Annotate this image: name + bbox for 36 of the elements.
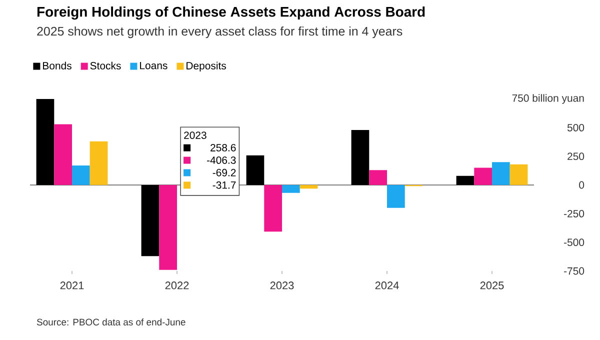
bar (510, 164, 528, 185)
y-tick-label: 750 billion yuan (512, 94, 584, 104)
bar (492, 162, 510, 185)
bar (54, 124, 72, 185)
bar (282, 185, 300, 193)
annotation: -406.3 (207, 156, 236, 164)
x-tick-label: 2023 (270, 282, 294, 290)
bar (387, 185, 405, 208)
legend-label: Deposits (186, 62, 226, 72)
y-tick-label: -250 (564, 210, 584, 218)
bar (90, 141, 108, 185)
legend-label: Stocks (90, 62, 121, 70)
x-tick-label: 2022 (165, 282, 189, 290)
annotation: 258.6 (210, 144, 236, 152)
bar (369, 170, 388, 185)
annotation: -31.7 (212, 181, 236, 189)
x-tick-label: 2024 (375, 282, 399, 290)
annotation: -69.2 (212, 168, 236, 176)
annotation: 2023 (184, 132, 206, 139)
y-tick-label: 500 (567, 124, 584, 132)
x-tick-label: 2025 (480, 282, 504, 290)
chart-subtitle: 2025 shows net growth in every asset class for first time in 4 years (37, 26, 402, 38)
y-tick-label: -750 (564, 267, 584, 275)
x-tick-label: 2021 (60, 282, 84, 290)
chart-title: Foreign Holdings of Chinese Assets Expand Across Board (37, 6, 425, 20)
y-tick-label: 0 (579, 181, 584, 189)
bar (474, 168, 492, 185)
bar (72, 166, 90, 185)
y-tick-label: -500 (564, 238, 584, 246)
bar (159, 185, 178, 270)
legend-label: Bonds (43, 62, 72, 70)
y-tick-label: 250 (568, 152, 584, 160)
legend-label: Loans (140, 62, 168, 70)
bar (264, 185, 282, 232)
bar (300, 185, 318, 189)
source-note: Source: PBOC data as of end-June (36, 318, 186, 326)
